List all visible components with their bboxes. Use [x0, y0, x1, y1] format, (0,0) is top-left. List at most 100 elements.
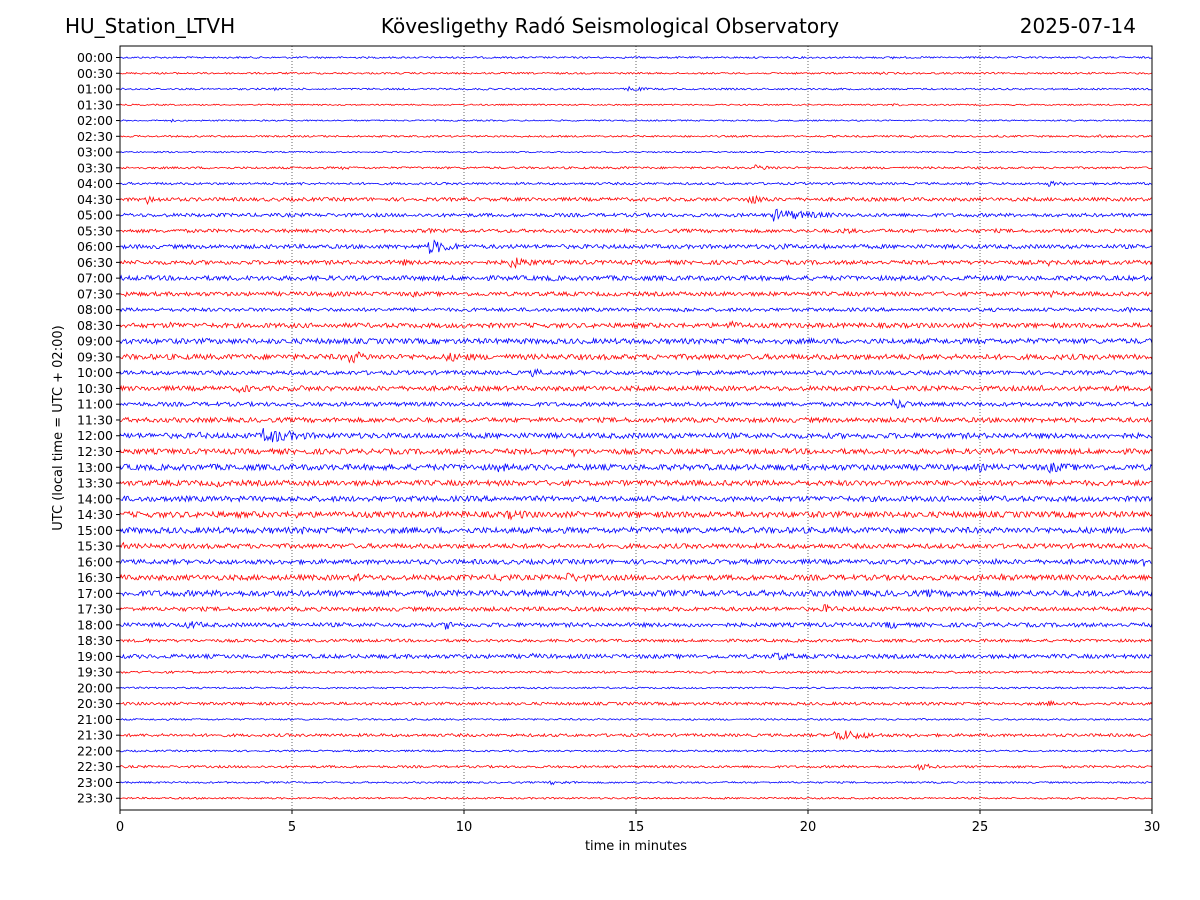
y-tick-label: 08:30 — [77, 318, 113, 333]
trace-line — [119, 71, 1153, 76]
trace-line — [119, 494, 1153, 503]
station-name: HU_Station_LTVH — [65, 14, 236, 38]
y-axis-label: UTC (local time = UTC + 02:00) — [51, 325, 66, 530]
y-tick-label: 17:30 — [77, 602, 113, 617]
trace-line — [119, 428, 1153, 443]
trace-line — [119, 699, 1153, 707]
y-tick-label: 21:00 — [77, 712, 113, 727]
trace-line — [119, 525, 1153, 535]
trace-line — [119, 351, 1153, 364]
x-tick-label: 10 — [456, 820, 473, 835]
y-tick-label: 20:30 — [77, 696, 113, 711]
y-tick-label: 18:30 — [77, 633, 113, 648]
trace-line — [119, 398, 1153, 409]
y-tick-label: 11:30 — [77, 412, 113, 427]
trace-line — [119, 227, 1153, 235]
trace-group — [119, 55, 1153, 800]
y-tick-label: 17:00 — [77, 586, 113, 601]
trace-line — [119, 416, 1153, 424]
trace-line — [119, 239, 1153, 254]
y-tick-label: 14:00 — [77, 491, 113, 506]
x-tick-label: 30 — [1144, 820, 1161, 835]
trace-line — [119, 478, 1153, 488]
trace-line — [119, 447, 1153, 458]
trace-line — [119, 320, 1153, 330]
trace-line — [119, 670, 1153, 675]
x-tick-label: 5 — [288, 820, 296, 835]
y-tick-label: 06:00 — [77, 239, 113, 254]
y-tick-label: 07:30 — [77, 286, 113, 301]
trace-line — [119, 180, 1153, 188]
y-tick-label: 01:30 — [77, 97, 113, 112]
trace-line — [119, 150, 1153, 154]
x-tick-label: 15 — [628, 820, 645, 835]
trace-line — [119, 730, 1153, 741]
y-tick-label: 19:00 — [77, 649, 113, 664]
x-axis-label: time in minutes — [585, 839, 687, 854]
chart-date: 2025-07-14 — [1019, 14, 1136, 38]
trace-line — [119, 306, 1153, 314]
trace-line — [119, 652, 1153, 661]
y-tick-label: 07:00 — [77, 271, 113, 286]
trace-line — [119, 257, 1153, 270]
x-tick-label: 25 — [972, 820, 989, 835]
y-tick-label: 02:30 — [77, 129, 113, 144]
trace-line — [119, 208, 1153, 222]
y-tick-label: 13:00 — [77, 460, 113, 475]
y-tick-label: 04:00 — [77, 176, 113, 191]
trace-line — [119, 621, 1153, 630]
y-tick-label: 09:00 — [77, 334, 113, 349]
y-axis-ticks: 00:0000:3001:0001:3002:0002:3003:0003:30… — [77, 50, 120, 806]
x-tick-label: 0 — [116, 820, 124, 835]
y-tick-label: 01:00 — [77, 82, 113, 97]
y-tick-label: 05:30 — [77, 223, 113, 238]
trace-line — [119, 572, 1153, 583]
y-tick-label: 05:00 — [77, 208, 113, 223]
trace-line — [119, 103, 1153, 107]
trace-line — [119, 384, 1153, 394]
y-tick-label: 21:30 — [77, 728, 113, 743]
y-tick-label: 02:00 — [77, 113, 113, 128]
y-tick-label: 23:30 — [77, 791, 113, 806]
trace-line — [119, 462, 1153, 474]
trace-line — [119, 337, 1153, 346]
trace-line — [119, 603, 1153, 613]
trace-line — [119, 290, 1153, 299]
trace-line — [119, 509, 1153, 521]
y-tick-label: 00:30 — [77, 66, 113, 81]
trace-line — [119, 55, 1153, 60]
trace-line — [119, 686, 1153, 690]
trace-line — [119, 367, 1153, 378]
trace-line — [119, 749, 1153, 753]
y-tick-label: 15:30 — [77, 539, 113, 554]
y-tick-label: 11:00 — [77, 397, 113, 412]
y-tick-label: 08:00 — [77, 302, 113, 317]
trace-line — [119, 717, 1153, 721]
y-tick-label: 16:30 — [77, 570, 113, 585]
trace-line — [119, 796, 1153, 800]
y-tick-label: 18:00 — [77, 617, 113, 632]
trace-line — [119, 557, 1153, 567]
y-tick-label: 12:00 — [77, 428, 113, 443]
y-tick-label: 16:00 — [77, 554, 113, 569]
trace-line — [119, 164, 1153, 171]
y-tick-label: 10:00 — [77, 365, 113, 380]
trace-line — [119, 274, 1153, 283]
grid-lines — [291, 46, 981, 810]
plot-frame — [119, 45, 1153, 811]
trace-line — [119, 780, 1153, 786]
y-tick-label: 04:30 — [77, 192, 113, 207]
trace-line — [119, 85, 1153, 92]
x-axis-ticks: 0 5 10 15 20 25 30 — [116, 810, 1160, 835]
y-tick-label: 10:30 — [77, 381, 113, 396]
y-tick-label: 22:30 — [77, 759, 113, 774]
y-tick-label: 20:00 — [77, 680, 113, 695]
y-tick-label: 23:00 — [77, 775, 113, 790]
y-tick-label: 22:00 — [77, 743, 113, 758]
y-tick-label: 03:00 — [77, 145, 113, 160]
y-tick-label: 19:30 — [77, 665, 113, 680]
y-tick-label: 00:00 — [77, 50, 113, 65]
y-tick-label: 14:30 — [77, 507, 113, 522]
trace-line — [119, 637, 1153, 644]
trace-line — [119, 194, 1153, 206]
